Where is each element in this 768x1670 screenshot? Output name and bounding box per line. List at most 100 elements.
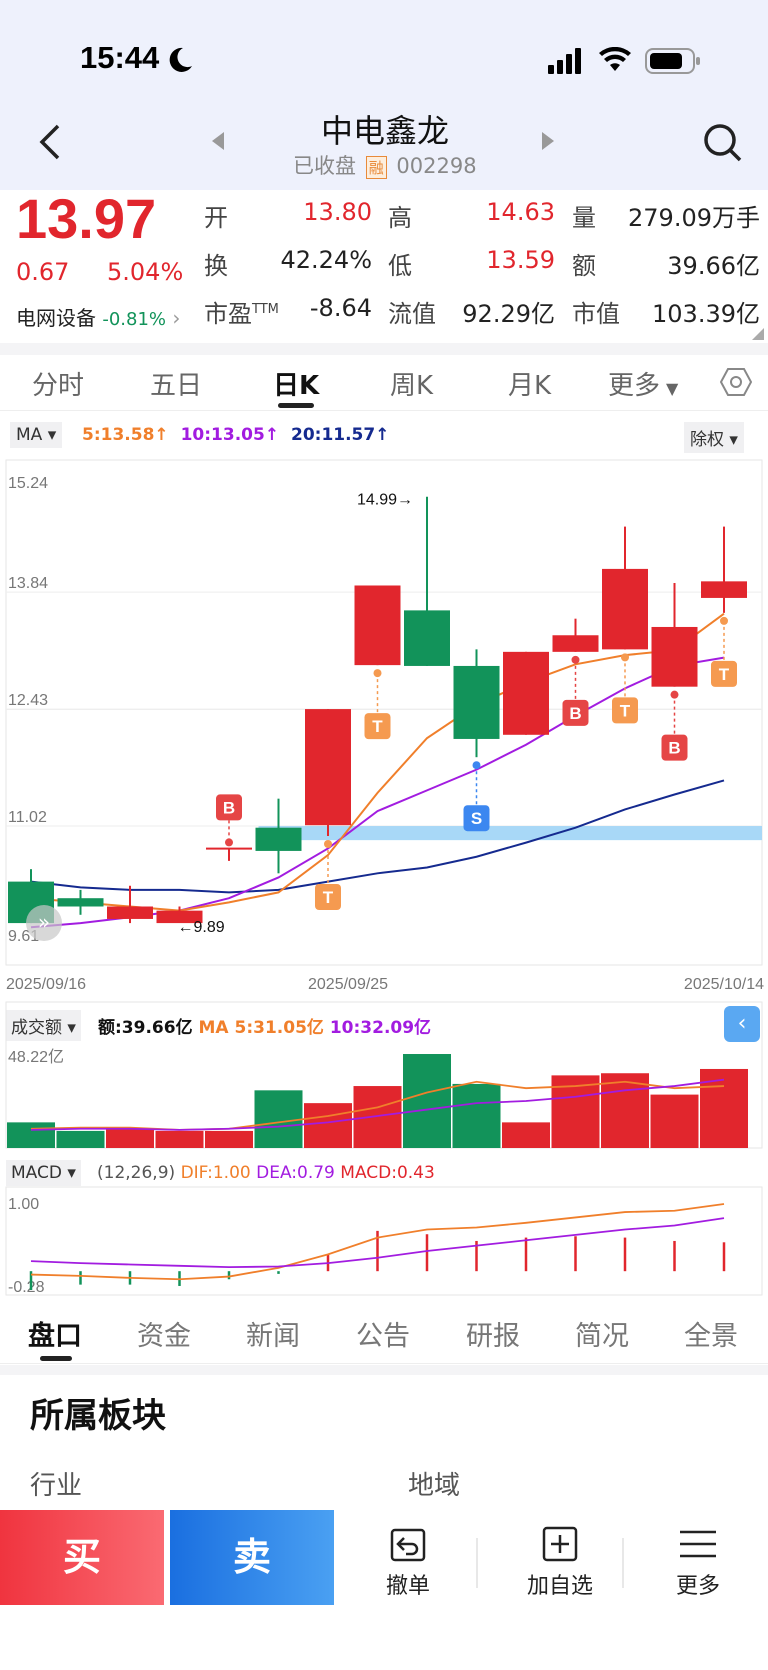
tab-research[interactable]: 研报 bbox=[466, 1321, 520, 1352]
tab-weekly-k[interactable]: 周K bbox=[390, 371, 434, 401]
signal-dot bbox=[324, 839, 332, 848]
ma20-value: 20:11.57 bbox=[290, 425, 376, 445]
volume-ma10-line bbox=[30, 1078, 725, 1131]
volume-bar bbox=[601, 1073, 649, 1148]
macd-panel-frame bbox=[5, 1186, 763, 1296]
tab-announcements[interactable]: 公告 bbox=[356, 1321, 410, 1352]
candle-body bbox=[354, 585, 401, 666]
volume-bar bbox=[353, 1086, 402, 1148]
candle-body bbox=[404, 610, 450, 666]
macd-dea: DEA:0.79 bbox=[256, 1163, 335, 1183]
volume-bar bbox=[403, 1054, 451, 1148]
volume-dropdown[interactable]: 成交额 ▾ bbox=[6, 1010, 81, 1041]
candle-body bbox=[602, 568, 648, 650]
volume-amount: 额:39.66亿 bbox=[98, 1018, 193, 1038]
search-icon[interactable] bbox=[702, 122, 744, 164]
turnover-label: 换 bbox=[204, 252, 228, 280]
ma10-value: 10:13.05 bbox=[180, 425, 265, 445]
next-stock-icon[interactable] bbox=[540, 130, 556, 152]
candle-body bbox=[453, 665, 500, 739]
volume-bar bbox=[7, 1122, 55, 1148]
tab-order-book[interactable]: 盘口 bbox=[28, 1321, 82, 1352]
add-watchlist-button[interactable]: 加自选 bbox=[500, 1524, 620, 1600]
buy-button[interactable]: 买 bbox=[0, 1510, 164, 1605]
tab-profile[interactable]: 简况 bbox=[575, 1321, 629, 1352]
high-value: 14.63 bbox=[486, 198, 555, 226]
signal-badge bbox=[562, 699, 589, 726]
collapse-panel-button[interactable]: ‹ bbox=[724, 1006, 760, 1042]
tab-intraday[interactable]: 分时 bbox=[32, 371, 85, 401]
macd-dea-line bbox=[30, 1217, 725, 1269]
sector-name: 电网设备 bbox=[16, 306, 96, 330]
mcap-label: 市值 bbox=[572, 300, 620, 328]
date-end-label: 2025/10/14 bbox=[684, 976, 764, 993]
float-label: 流值 bbox=[388, 300, 436, 328]
industry-label: 行业 bbox=[30, 1471, 83, 1501]
tab-monthly-k[interactable]: 月K bbox=[508, 371, 552, 401]
tab-daily-k[interactable]: 日K bbox=[273, 371, 320, 401]
back-icon[interactable] bbox=[36, 122, 64, 162]
min-price-annotation: ←9.89 bbox=[178, 919, 225, 936]
tab-news[interactable]: 新闻 bbox=[246, 1321, 300, 1352]
more-menu-button[interactable]: 更多 bbox=[648, 1524, 748, 1600]
candle-body bbox=[107, 906, 153, 919]
signal-dot bbox=[720, 616, 728, 625]
ma-dropdown[interactable]: MA ▾ bbox=[10, 422, 63, 448]
stock-name: 中电鑫龙 bbox=[320, 112, 449, 150]
expand-chart-button[interactable]: » bbox=[26, 905, 62, 941]
macd-dif: DIF:1.00 bbox=[180, 1163, 251, 1183]
price-change: 0.67 bbox=[16, 258, 70, 286]
amount-label: 额 bbox=[572, 252, 596, 280]
signal-label: B bbox=[223, 798, 235, 817]
price-tick-label: 15.24 bbox=[8, 475, 48, 492]
macd-dropdown[interactable]: MACD ▾ bbox=[6, 1160, 81, 1186]
market-state: 已收盘 bbox=[293, 154, 356, 178]
tab-funds[interactable]: 资金 bbox=[137, 1321, 191, 1352]
volume-bar bbox=[502, 1122, 550, 1148]
volume-bar bbox=[700, 1068, 748, 1148]
volume-chart: 48.22亿 bbox=[5, 1001, 763, 1149]
candle-body bbox=[305, 709, 351, 826]
low-value: 13.59 bbox=[486, 246, 555, 274]
tab-more[interactable]: 更多 ▼ bbox=[608, 371, 679, 401]
macd-dif-line bbox=[30, 1203, 725, 1281]
sell-button[interactable]: 卖 bbox=[170, 1510, 334, 1605]
date-start-label: 2025/09/16 bbox=[6, 976, 86, 993]
macd-axis-bottom: -0.28 bbox=[8, 1279, 45, 1296]
divider bbox=[622, 1538, 624, 1588]
stock-header: 中电鑫龙 已收盘 融 002298 bbox=[0, 100, 768, 190]
tab-five-day[interactable]: 五日 bbox=[150, 371, 203, 401]
expand-corner-icon[interactable] bbox=[752, 328, 764, 340]
signal-label: B bbox=[668, 739, 680, 758]
section-title: 所属板块 bbox=[30, 1396, 166, 1436]
volume-bar bbox=[205, 1130, 253, 1148]
cancel-order-label: 撤单 bbox=[385, 1574, 430, 1599]
detail-active-indicator bbox=[40, 1356, 72, 1361]
volume-axis-label: 48.22亿 bbox=[8, 1048, 64, 1066]
sector-link[interactable]: 电网设备 -0.81% › bbox=[16, 302, 180, 331]
signal-badge bbox=[364, 713, 391, 740]
price-change-pct: 5.04% bbox=[107, 258, 184, 286]
ma5-value: 5:13.58 bbox=[82, 425, 155, 445]
volume-bar bbox=[106, 1128, 154, 1148]
candle-body bbox=[552, 635, 599, 652]
active-tab-indicator bbox=[278, 403, 314, 408]
pe-value: -8.64 bbox=[309, 294, 372, 322]
status-time: 15:44 bbox=[80, 40, 160, 75]
cancel-order-button[interactable]: 撤单 bbox=[358, 1524, 458, 1600]
max-price-annotation: 14.99→ bbox=[357, 492, 413, 509]
candle-body bbox=[701, 581, 747, 598]
candlestick-chart[interactable]: 15.2413.8412.4311.029.6114.99→←9.89BTTSB… bbox=[0, 455, 768, 1000]
pe-ttm-sup: TTM bbox=[252, 302, 279, 317]
tab-overview[interactable]: 全景 bbox=[684, 1321, 738, 1352]
volume-bar bbox=[56, 1130, 105, 1148]
signal-dot bbox=[225, 838, 233, 847]
macd-legend: (12,26,9) DIF:1.00 DEA:0.79 MACD:0.43 bbox=[97, 1163, 435, 1183]
signal-label: T bbox=[719, 665, 730, 684]
prev-stock-icon[interactable] bbox=[210, 130, 226, 152]
last-price: 13.97 bbox=[16, 187, 157, 250]
settings-hex-icon[interactable] bbox=[720, 367, 752, 397]
volume-ma10: 10:32.09亿 bbox=[329, 1018, 432, 1038]
adjust-dropdown[interactable]: 除权 ▾ bbox=[684, 422, 744, 453]
chevron-right-icon: › bbox=[172, 306, 181, 330]
